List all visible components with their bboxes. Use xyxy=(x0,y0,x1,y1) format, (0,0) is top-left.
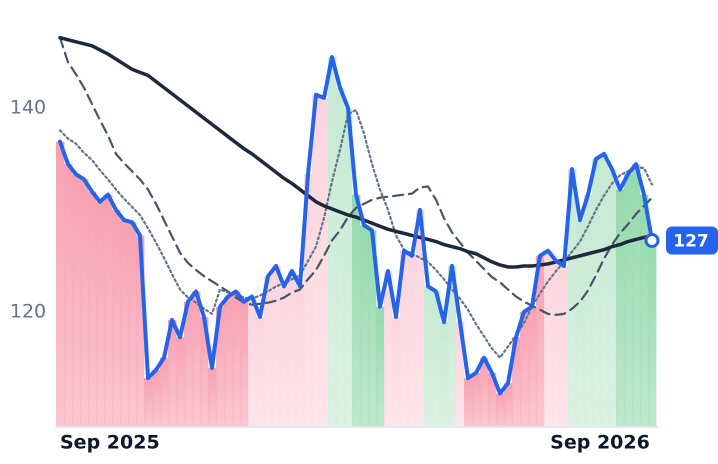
area-column xyxy=(72,174,81,427)
area-column xyxy=(400,250,409,427)
area-column xyxy=(112,209,121,427)
series-line xyxy=(58,108,654,359)
area-column xyxy=(304,174,313,427)
area-column xyxy=(560,265,569,427)
y-tick-label: 140 xyxy=(10,97,46,119)
area-column xyxy=(288,271,297,427)
area-column xyxy=(544,250,553,427)
area-column xyxy=(272,265,281,427)
area-column xyxy=(512,337,521,427)
area-column xyxy=(552,260,561,427)
area-column xyxy=(624,174,633,427)
area-column xyxy=(600,153,609,427)
area-column xyxy=(576,220,585,427)
area-column xyxy=(296,286,305,427)
last-point xyxy=(644,233,660,249)
area-column xyxy=(640,194,649,427)
area-column xyxy=(264,276,273,427)
area-column xyxy=(192,291,201,427)
area-column xyxy=(648,240,657,427)
area-column xyxy=(328,57,337,427)
area-column xyxy=(416,209,425,427)
area-column xyxy=(224,296,233,427)
value-badge xyxy=(666,226,718,255)
area-column xyxy=(440,322,449,427)
area-column xyxy=(528,306,537,427)
area-column xyxy=(176,337,185,427)
area-column xyxy=(384,271,393,427)
area-column xyxy=(144,378,153,427)
area-column xyxy=(408,255,417,427)
series-line xyxy=(58,55,654,396)
area-column xyxy=(256,316,265,427)
area-column xyxy=(320,97,329,427)
area-column xyxy=(152,369,161,427)
area-column xyxy=(464,378,473,427)
area-column xyxy=(592,158,601,427)
area-column xyxy=(448,265,457,427)
area-column xyxy=(280,286,289,427)
area-column xyxy=(88,191,97,427)
x-tick-label: Sep 2026 xyxy=(550,432,650,454)
area-column xyxy=(616,189,625,427)
area-column xyxy=(432,291,441,427)
area-column xyxy=(424,286,433,427)
area-column xyxy=(608,169,617,428)
area-column xyxy=(368,230,377,427)
area-column xyxy=(104,194,113,427)
area-column xyxy=(376,306,385,427)
x-tick-label: Sep 2025 xyxy=(60,432,160,454)
area-column xyxy=(208,367,217,427)
area-column xyxy=(248,296,257,427)
area-column xyxy=(344,108,353,427)
area-column xyxy=(184,301,193,427)
area-column xyxy=(160,357,169,427)
area-column xyxy=(480,357,489,427)
area-column xyxy=(536,255,545,427)
area-column xyxy=(56,141,65,427)
area-column xyxy=(496,393,505,427)
area-column xyxy=(136,235,145,427)
area-column xyxy=(504,383,513,427)
series-line xyxy=(58,35,654,269)
area-column xyxy=(240,301,249,427)
area-column xyxy=(128,222,137,427)
area-column xyxy=(352,194,361,427)
area-column xyxy=(312,94,321,427)
area-column xyxy=(168,319,177,427)
area-column xyxy=(568,169,577,428)
area-column xyxy=(360,225,369,427)
area-column xyxy=(232,291,241,427)
area-column xyxy=(520,311,529,427)
area-column xyxy=(64,164,73,428)
area-column xyxy=(632,164,641,428)
area-column xyxy=(96,201,105,427)
area-column xyxy=(216,306,225,427)
area-column xyxy=(336,87,345,428)
area-column xyxy=(120,220,129,427)
value-label: 127 xyxy=(673,232,709,252)
series-line xyxy=(58,36,654,316)
area-column xyxy=(488,372,497,427)
area-column xyxy=(80,179,89,427)
area-column xyxy=(472,372,481,427)
area-column xyxy=(200,316,209,427)
area-column xyxy=(456,322,465,427)
y-tick-label: 120 xyxy=(10,300,46,322)
area-column xyxy=(392,316,401,427)
area-column xyxy=(584,194,593,427)
